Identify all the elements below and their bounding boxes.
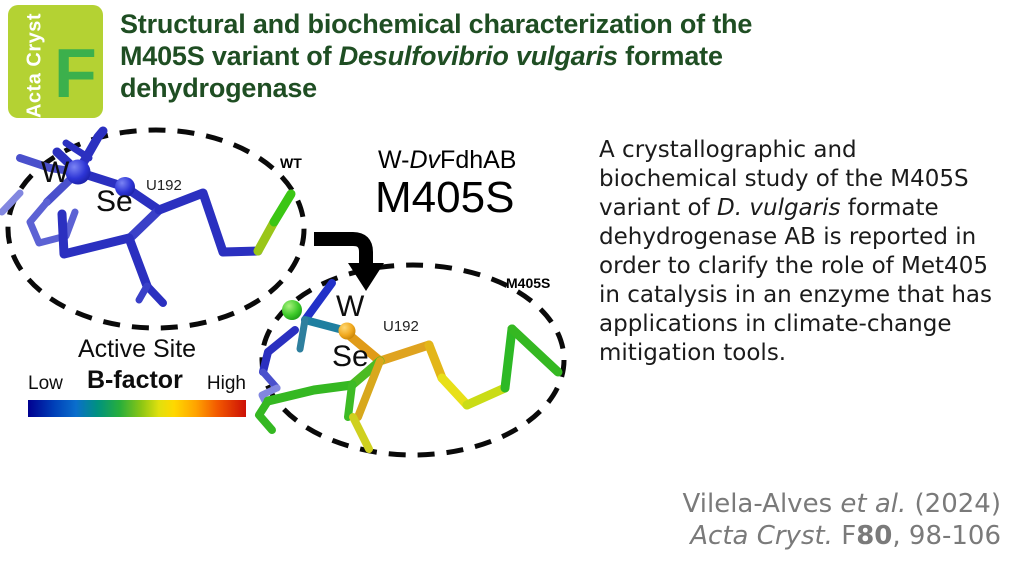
citation: Vilela-Alves et al. (2024) Acta Cryst. F… xyxy=(683,488,1001,552)
citation-authors-line: Vilela-Alves et al. (2024) xyxy=(683,488,1001,520)
legend-high-label: High xyxy=(206,373,246,394)
abstract-part2: formate dehydrogenase AB is reported in … xyxy=(599,195,993,366)
wt-badge: WT xyxy=(280,155,302,171)
legend-title: Active Site xyxy=(77,335,197,363)
variant-label: M405S xyxy=(375,173,515,222)
m405s-badge: M405S xyxy=(506,275,551,291)
abstract-species-italic: D. vulgaris xyxy=(717,195,841,221)
wt-dashed-ellipse xyxy=(5,127,307,331)
citation-volume: 80 xyxy=(856,521,893,551)
bfactor-gradient-bar xyxy=(28,400,246,417)
wt-tungsten-sphere xyxy=(65,159,91,185)
wt-residue-label: U192 xyxy=(146,177,182,194)
enzyme-prefix: W- xyxy=(378,146,410,174)
citation-volume-prefix: F xyxy=(832,521,857,551)
m405s-residue-label: U192 xyxy=(383,318,419,335)
m405s-selenium-label: Se xyxy=(332,340,369,373)
abstract-part1: A crystallographic and biochemical study… xyxy=(599,137,969,221)
citation-pages: , 98-106 xyxy=(892,521,1001,551)
citation-journal-line: Acta Cryst. F80, 98-106 xyxy=(683,520,1001,552)
wt-selenium-sphere xyxy=(115,177,135,197)
paper-title: Structural and biochemical characterizat… xyxy=(120,8,832,104)
wt-structure xyxy=(0,126,296,307)
legend-low-label: Low xyxy=(28,373,63,394)
enzyme-suffix: FdhAB xyxy=(440,146,517,174)
enzyme-name-label: W-DvFdhAB xyxy=(378,148,516,173)
abstract-text: A crystallographic and biochemical study… xyxy=(599,136,995,368)
legend-bfactor-label: B-factor xyxy=(86,366,183,394)
wt-tungsten-label: W xyxy=(41,156,70,189)
title-part1: Structural and biochemical characterizat… xyxy=(120,9,753,71)
m405s-tungsten-sphere xyxy=(282,300,302,320)
title-part2: formate dehydrogenase xyxy=(120,41,723,103)
citation-authors: Vilela-Alves xyxy=(682,489,841,519)
wt-selenium-label: Se xyxy=(96,185,133,218)
m405s-structure xyxy=(255,279,563,453)
citation-etal: et al. xyxy=(840,489,907,519)
title-species-italic: Desulfovibrio vulgaris xyxy=(338,41,618,71)
citation-year: (2024) xyxy=(906,489,1001,519)
bfactor-legend: Active Site Low B-factor High xyxy=(28,335,246,417)
m405s-tungsten-label: W xyxy=(336,290,365,323)
citation-journal: Acta Cryst. xyxy=(690,521,833,551)
m405s-dashed-ellipse xyxy=(259,262,567,458)
journal-logo: Acta Cryst F xyxy=(8,5,103,118)
enzyme-species-abbrev: Dv xyxy=(409,146,441,174)
journal-section-letter: F xyxy=(54,34,97,112)
m405s-selenium-sphere xyxy=(338,322,356,340)
mutation-arrow xyxy=(314,232,384,291)
